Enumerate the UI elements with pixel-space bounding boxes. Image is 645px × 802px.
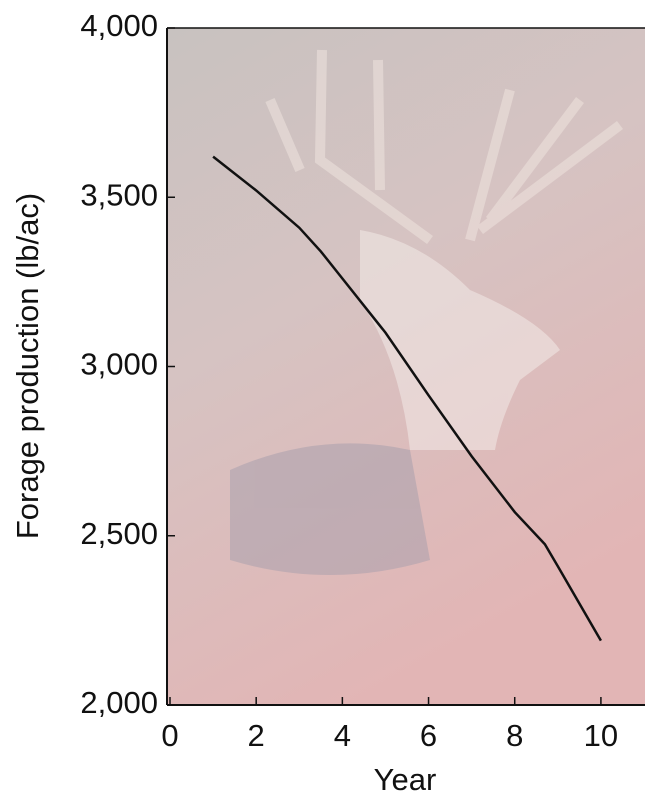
y-tick-label: 2,500 — [80, 516, 158, 551]
x-tick-label: 6 — [420, 718, 437, 753]
x-tick-label: 10 — [584, 718, 618, 753]
y-tick-label: 3,500 — [80, 177, 158, 212]
y-tick-label: 4,000 — [80, 8, 158, 43]
y-tick-label: 2,000 — [80, 685, 158, 720]
x-tick-label: 2 — [248, 718, 265, 753]
y-tick-label: 3,000 — [80, 347, 158, 382]
chart: Year Forage production (lb/ac) 2,000 2,50… — [0, 0, 645, 802]
x-tick-label: 4 — [334, 718, 351, 753]
y-axis-label: Forage production (lb/ac) — [10, 193, 45, 539]
x-tick-label: 0 — [161, 718, 178, 753]
x-axis-label: Year — [374, 762, 437, 797]
x-tick-label: 8 — [506, 718, 523, 753]
